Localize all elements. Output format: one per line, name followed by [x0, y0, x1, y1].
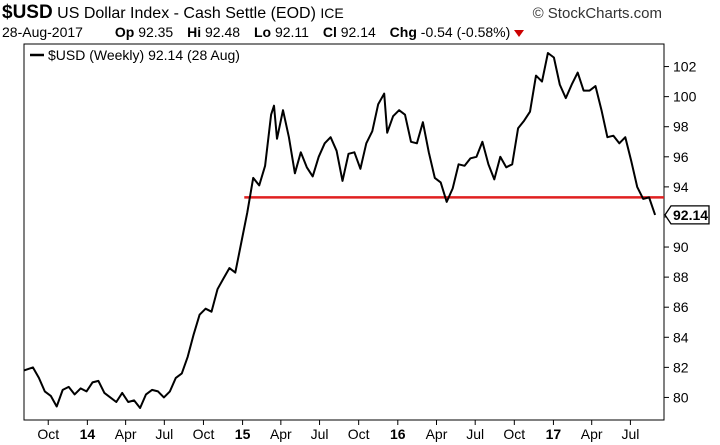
- x-tick-label: 15: [235, 426, 251, 442]
- open-value: 92.35: [138, 24, 174, 40]
- y-tick-label: 100: [673, 89, 697, 105]
- x-tick-label: Apr: [581, 426, 603, 442]
- x-tick-label: 16: [390, 426, 406, 442]
- y-tick-label: 90: [673, 239, 689, 255]
- close-label: Cl: [322, 24, 337, 40]
- last-value-label: 92.14: [673, 207, 708, 223]
- x-tick-label: Jul: [621, 426, 639, 442]
- low-value: 92.11: [274, 24, 309, 40]
- x-tick-label: Apr: [426, 426, 448, 442]
- series-line: [23, 52, 657, 409]
- x-tick-label: Jul: [311, 426, 329, 442]
- y-tick-label: 98: [673, 119, 689, 135]
- exchange-label: ICE: [320, 5, 344, 21]
- brand-watermark: © StockCharts.com: [532, 5, 662, 22]
- close-value: 92.14: [340, 24, 376, 40]
- last-value-box: [664, 205, 710, 225]
- high-value: 92.48: [205, 24, 241, 40]
- last-value-marker: 92.14: [664, 205, 710, 225]
- quote-date: 28-Aug-2017: [2, 24, 83, 40]
- high-label: Hi: [187, 24, 202, 40]
- y-tick-label: 96: [673, 149, 689, 165]
- y-tick-label: 80: [673, 389, 689, 405]
- legend-label: $USD (Weekly) 92.14 (28 Aug): [48, 47, 240, 63]
- change-value: -0.54 (-0.58%): [420, 24, 511, 40]
- plot-area: [23, 43, 665, 421]
- y-tick-label: 84: [673, 329, 689, 345]
- symbol-label: $USD: [2, 2, 53, 23]
- chart-title: $USD US Dollar Index - Cash Settle (EOD)…: [2, 2, 344, 24]
- y-tick-label: 82: [673, 359, 689, 375]
- y-tick-label: 102: [673, 59, 697, 75]
- x-tick-label: Oct: [193, 426, 215, 442]
- x-tick-label: Oct: [348, 426, 370, 442]
- instrument-name: US Dollar Index - Cash Settle (EOD): [57, 5, 316, 22]
- open-label: Op: [114, 24, 135, 40]
- chart-legend: $USD (Weekly) 92.14 (28 Aug): [30, 47, 240, 63]
- x-tick-label: Jul: [466, 426, 484, 442]
- y-tick-label: 88: [673, 269, 689, 285]
- quote-line: 28-Aug-2017 Op 92.35 Hi 92.48 Lo 92.11 C…: [2, 24, 525, 40]
- x-tick-label: Oct: [37, 426, 59, 442]
- x-tick-label: Jul: [155, 426, 173, 442]
- x-tick-label: Oct: [503, 426, 525, 442]
- y-tick-label: 94: [673, 179, 689, 195]
- x-tick-label: 14: [80, 426, 96, 442]
- x-tick-label: 17: [546, 426, 562, 442]
- x-tick-label: Apr: [270, 426, 292, 442]
- down-arrow-icon: [514, 29, 525, 37]
- low-label: Lo: [253, 24, 272, 40]
- y-tick-label: 86: [673, 299, 689, 315]
- x-tick-label: Apr: [115, 426, 137, 442]
- change-label: Chg: [389, 24, 417, 40]
